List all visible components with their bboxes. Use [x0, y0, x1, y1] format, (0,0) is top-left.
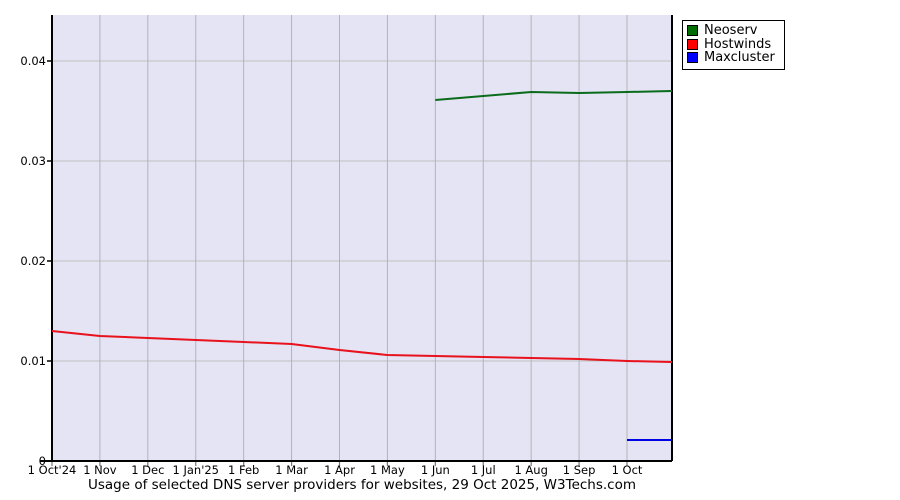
series-line-neoserv	[435, 90, 673, 101]
plot-area	[40, 15, 673, 466]
chart-title: Usage of selected DNS server providers f…	[87, 477, 637, 493]
series-line-hostwinds	[51, 330, 673, 363]
hostwinds-color-swatch	[687, 38, 698, 50]
legend: Neoserv Hostwinds Maxcluster	[682, 20, 785, 70]
legend-item-maxcluster: Maxcluster	[687, 51, 775, 65]
legend-label: Hostwinds	[704, 36, 772, 52]
neoserv-color-swatch	[687, 25, 698, 37]
legend-label: Neoserv	[704, 23, 758, 39]
legend-item-neoserv: Neoserv	[687, 24, 775, 38]
plot-background	[52, 15, 672, 461]
legend-item-hostwinds: Hostwinds	[687, 38, 775, 52]
legend-label: Maxcluster	[704, 50, 775, 66]
maxcluster-color-swatch	[687, 52, 698, 64]
